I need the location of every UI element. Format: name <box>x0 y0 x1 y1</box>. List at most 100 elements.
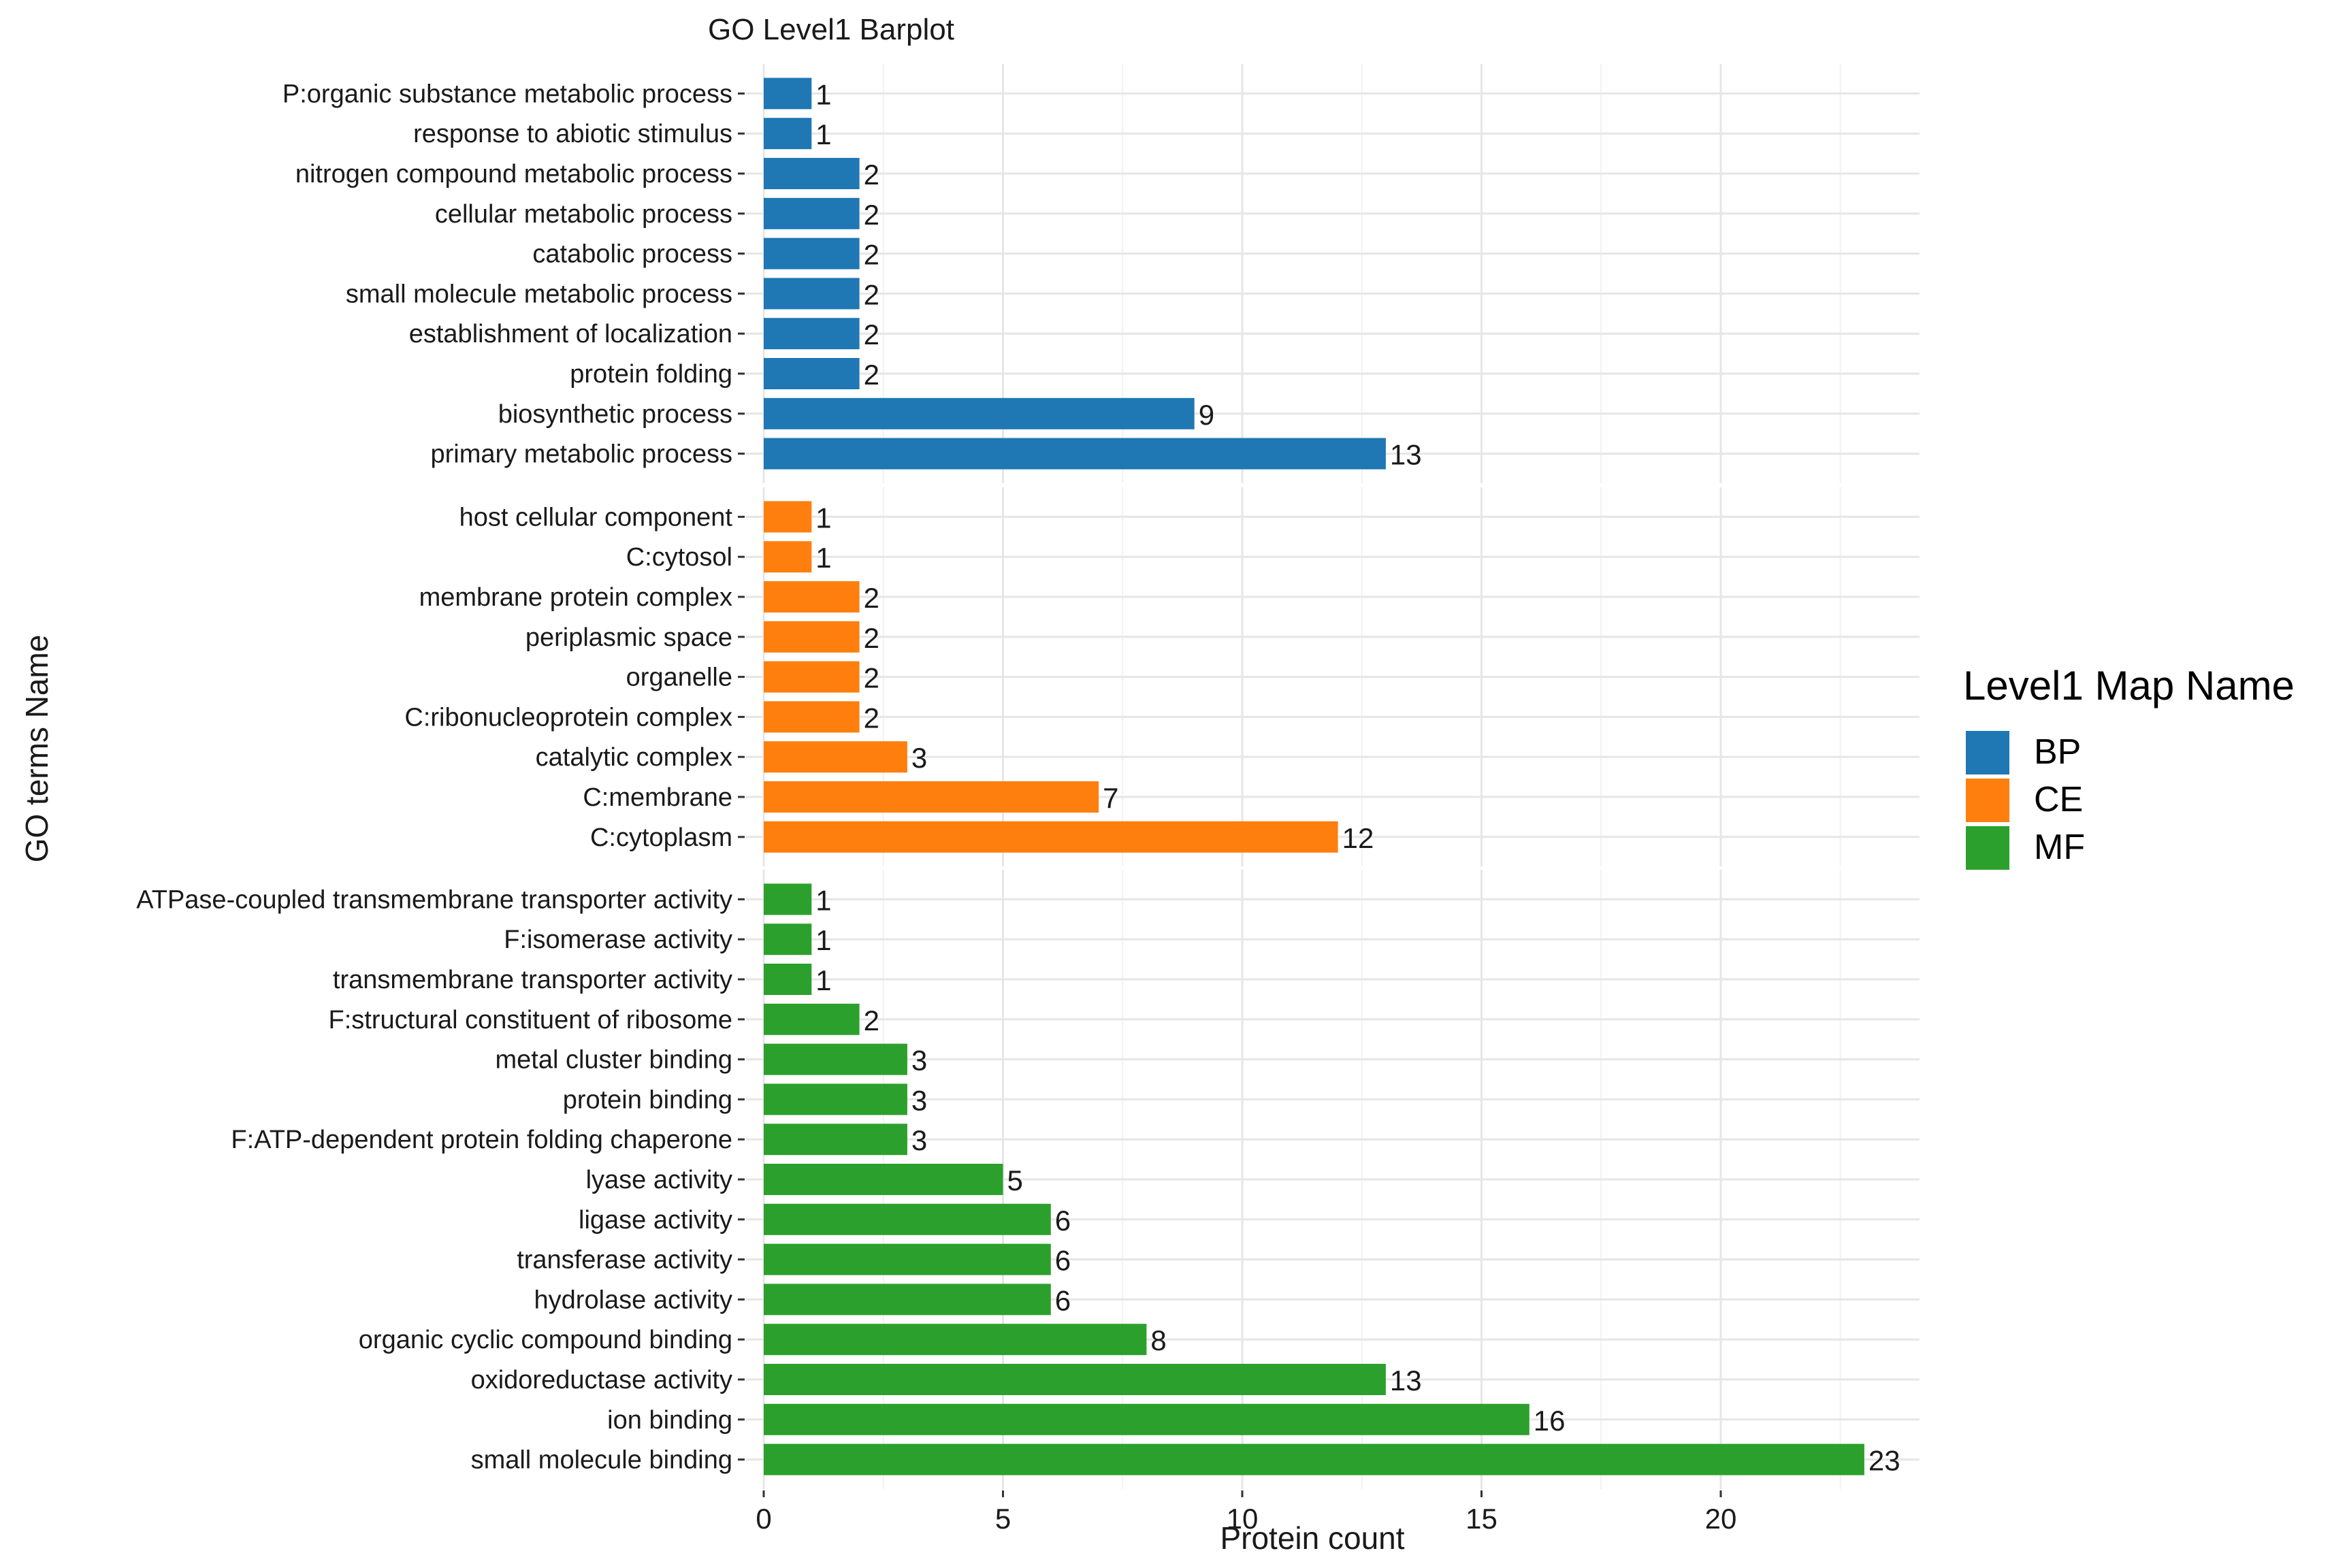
y-tick-label: C:cytosol <box>626 543 732 572</box>
panel-mf: ATPase-coupled transmembrane transporter… <box>136 870 1920 1489</box>
y-tick-label: establishment of localization <box>409 320 732 348</box>
bar-ce <box>764 541 812 573</box>
y-tick-label: host cellular component <box>459 503 733 532</box>
bar-ce <box>764 581 860 612</box>
data-label: 1 <box>815 964 831 996</box>
data-label: 13 <box>1390 1365 1422 1396</box>
chart-title: GO Level1 Barplot <box>708 13 954 46</box>
legend-swatch-ce <box>1966 779 2009 822</box>
y-tick-label: metal cluster binding <box>495 1046 732 1075</box>
bar-ce <box>764 701 860 733</box>
bar-bp <box>764 318 860 350</box>
y-tick-label: catalytic complex <box>536 743 732 772</box>
bar-mf <box>764 1203 1051 1235</box>
bar-mf <box>764 964 812 995</box>
y-tick-label: ATPase-coupled transmembrane transporter… <box>136 885 732 914</box>
bar-bp <box>764 397 1195 429</box>
y-tick-label: protein folding <box>570 360 732 389</box>
y-tick-label: primary metabolic process <box>431 440 732 469</box>
data-label: 2 <box>864 239 879 271</box>
data-label: 13 <box>1390 439 1422 471</box>
bar-bp <box>764 278 860 310</box>
bar-mf <box>764 883 812 915</box>
y-tick-label: biosynthetic process <box>498 400 732 429</box>
y-tick-label: small molecule metabolic process <box>346 280 732 308</box>
x-tick-label: 15 <box>1466 1503 1498 1535</box>
data-label: 2 <box>864 199 879 231</box>
bar-ce <box>764 621 860 653</box>
y-tick-label: C:cytoplasm <box>590 823 732 852</box>
bar-ce <box>764 661 860 693</box>
x-axis-label: Protein count <box>1220 1520 1404 1556</box>
data-label: 16 <box>1534 1405 1566 1437</box>
x-tick-label: 0 <box>756 1503 771 1535</box>
bar-mf <box>764 1243 1051 1275</box>
data-label: 3 <box>911 1084 927 1116</box>
data-label: 2 <box>864 582 879 614</box>
x-tick-label: 5 <box>995 1503 1011 1535</box>
data-label: 2 <box>864 159 879 191</box>
y-tick-label: C:ribonucleoprotein complex <box>404 703 732 732</box>
data-label: 5 <box>1007 1164 1023 1196</box>
bar-mf <box>764 1003 860 1035</box>
y-tick-label: membrane protein complex <box>419 583 732 612</box>
data-label: 1 <box>815 78 831 110</box>
data-label: 6 <box>1055 1284 1071 1316</box>
bar-ce <box>764 821 1338 853</box>
data-label: 1 <box>815 884 831 916</box>
y-tick-label: response to abiotic stimulus <box>413 120 732 148</box>
bar-bp <box>764 238 860 270</box>
plot-panels: P:organic substance metabolic process 1 re… <box>136 64 1920 1489</box>
legend-title: Level1 Map Name <box>1963 663 2295 708</box>
bar-mf <box>764 1124 907 1156</box>
data-label: 2 <box>864 1004 879 1036</box>
y-axis-label: GO terms Name <box>19 635 54 863</box>
data-label: 2 <box>864 702 879 734</box>
data-label: 2 <box>864 318 879 350</box>
data-label: 1 <box>815 502 831 534</box>
data-label: 1 <box>815 542 831 574</box>
y-tick-label: organic cyclic compound binding <box>359 1326 732 1354</box>
data-label: 3 <box>911 1124 927 1156</box>
data-label: 6 <box>1055 1205 1071 1237</box>
y-tick-label: cellular metabolic process <box>435 200 732 229</box>
bar-ce <box>764 501 812 533</box>
bar-mf <box>764 1043 907 1075</box>
legend-label-ce: CE <box>2034 780 2083 819</box>
panel-bp: P:organic substance metabolic process 1 re… <box>282 64 1920 483</box>
y-tick-label: F:structural constituent of ribosome <box>329 1006 732 1034</box>
data-label: 8 <box>1150 1324 1166 1356</box>
data-label: 2 <box>864 662 879 694</box>
x-tick-label: 10 <box>1227 1503 1259 1535</box>
y-tick-label: transferase activity <box>517 1246 732 1275</box>
x-tick-label: 20 <box>1705 1503 1737 1535</box>
bar-mf <box>764 1284 1051 1316</box>
y-tick-label: hydrolase activity <box>534 1286 732 1314</box>
y-tick-label: transmembrane transporter activity <box>333 966 732 994</box>
y-tick-label: nitrogen compound metabolic process <box>295 160 732 189</box>
bar-mf <box>764 1324 1147 1356</box>
bar-mf <box>764 1083 907 1115</box>
y-tick-label: F:ATP-dependent protein folding chaperon… <box>231 1126 732 1154</box>
data-label: 2 <box>864 278 879 310</box>
y-tick-label: small molecule binding <box>471 1446 732 1475</box>
x-axis: 0 5 10 15 20 <box>756 1490 1736 1535</box>
data-label: 6 <box>1055 1245 1071 1277</box>
bar-bp <box>764 78 812 110</box>
bar-bp <box>764 197 860 229</box>
data-label: 1 <box>815 118 831 150</box>
data-label: 2 <box>864 359 879 391</box>
y-tick-label: lyase activity <box>586 1166 732 1194</box>
data-label: 23 <box>1868 1445 1900 1477</box>
y-tick-label: protein binding <box>563 1085 732 1114</box>
bar-ce <box>764 741 907 773</box>
y-tick-label: ligase activity <box>579 1206 732 1235</box>
legend-swatch-bp <box>1966 731 2009 774</box>
bar-mf <box>764 1364 1386 1395</box>
bar-bp <box>764 158 860 189</box>
data-label: 3 <box>911 742 927 774</box>
y-tick-label: catabolic process <box>532 240 732 269</box>
data-label: 9 <box>1199 399 1214 431</box>
data-label: 2 <box>864 622 879 654</box>
y-tick-label: organelle <box>626 664 732 692</box>
